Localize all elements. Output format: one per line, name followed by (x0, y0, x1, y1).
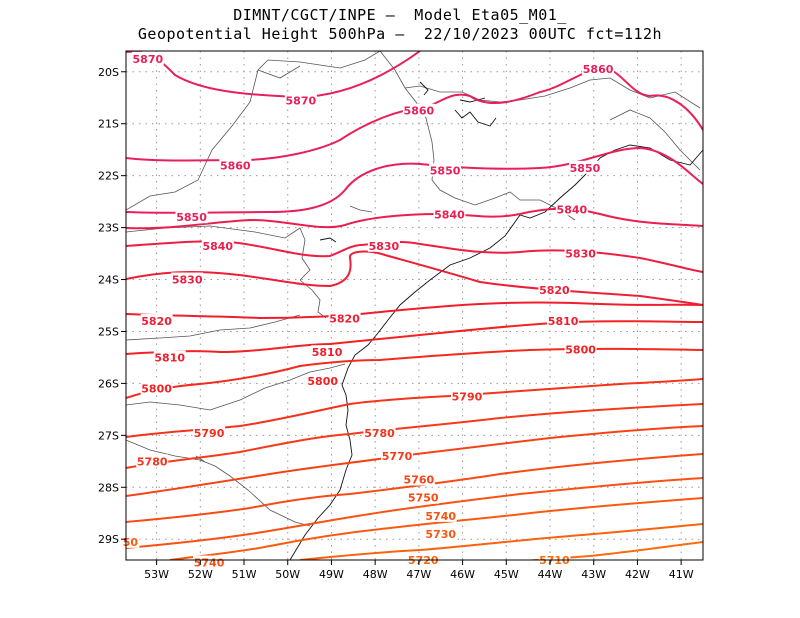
contour-label-bg (407, 490, 440, 504)
contour-label: 5800 (307, 375, 338, 388)
contour-label: 5750 (408, 492, 439, 505)
contour-label-bg (402, 472, 435, 486)
contour-label-bg (367, 238, 400, 252)
contour-label: 5850 (176, 211, 207, 224)
contour-label-bg (284, 93, 317, 107)
lon-tick-label: 46W (450, 568, 475, 581)
contour-label-bg (140, 381, 173, 395)
contour-label-bg (555, 202, 588, 216)
contour-label-bg (450, 389, 483, 403)
contour-label: 5830 (565, 248, 596, 261)
contour-label-bg (306, 373, 339, 387)
lon-tick-label: 52W (188, 568, 213, 581)
contour-label-bg (136, 454, 169, 468)
contour-label: 5870 (133, 53, 164, 66)
lon-tick-label: 50W (275, 568, 300, 581)
contour-label: 5860 (220, 159, 251, 172)
contour-label: 5840 (557, 203, 588, 216)
contour-label-bg (564, 246, 597, 260)
contour-label: 5790 (194, 427, 225, 440)
map-title-line-2: Geopotential Height 500hPa – 22/10/2023 … (137, 25, 663, 43)
contour-label: 5810 (548, 315, 579, 328)
contour-label: 5790 (452, 390, 483, 403)
geopotential-contours (126, 51, 703, 560)
contour-label-bg (538, 282, 571, 296)
contour-label-bg (193, 555, 226, 569)
contour-label: 5850 (430, 164, 461, 177)
contour-label: 5840 (202, 240, 233, 253)
contour-label-bg (175, 210, 208, 224)
political-borders (126, 51, 701, 527)
lon-tick-label: 41W (669, 568, 694, 581)
contour-label: 5810 (312, 346, 343, 359)
contour-label: 5800 (565, 344, 596, 357)
contour-label-bg (363, 425, 396, 439)
lat-tick-label: 26S (98, 377, 119, 390)
contour-label-bg (424, 508, 457, 522)
contour-label-bg (564, 342, 597, 356)
contour-label: 5820 (141, 315, 172, 328)
contour-label: 5740 (425, 510, 456, 523)
map-frame (125, 50, 704, 561)
contour-labels: 5870 5870 5860 5860 5860 5850 5850 5850 5840 5840… (121, 51, 615, 570)
contour-label: 5830 (369, 240, 400, 253)
contour-label: 5830 (172, 274, 203, 287)
contour-label-bg (433, 207, 466, 221)
lat-tick-label: 29S (98, 533, 119, 546)
contour-label: 5840 (434, 209, 465, 222)
contour-label: 5860 (583, 63, 614, 76)
contour-label: 5760 (404, 473, 435, 486)
contour-label-bg (582, 62, 615, 76)
contour-label: 5870 (286, 94, 317, 107)
contour-label-bg (424, 527, 457, 541)
contour-label-bg (547, 314, 580, 328)
contour-label: 5850 (570, 162, 601, 175)
contour-label-bg (402, 103, 435, 117)
contour-label-bg (311, 345, 344, 359)
contour-label: 5780 (364, 427, 395, 440)
contour-label-bg (193, 425, 226, 439)
contour-label: 5770 (382, 450, 413, 463)
lat-tick-label: 23S (98, 222, 119, 235)
lon-tick-label: 43W (581, 568, 606, 581)
contour-label-bg (140, 314, 173, 328)
lon-tick-label: 42W (625, 568, 650, 581)
lat-tick-label: 21S (98, 118, 119, 131)
contour-label: 5820 (539, 284, 570, 297)
lat-tick-label: 24S (98, 274, 119, 287)
lon-tick-label: 48W (363, 568, 388, 581)
lat-tick-label: 28S (98, 481, 119, 494)
lon-tick-label: 51W (232, 568, 257, 581)
lon-tick-label: 53W (144, 568, 169, 581)
contour-label: 5780 (137, 455, 168, 468)
contour-label: 5800 (141, 383, 172, 396)
lat-tick-label: 20S (98, 66, 119, 79)
lon-tick-label: 49W (319, 568, 344, 581)
contour-label-bg (381, 449, 414, 463)
contour-label-bg (568, 160, 601, 174)
lon-tick-label: 45W (494, 568, 519, 581)
contour-label-bg (219, 158, 252, 172)
contour-label-bg (328, 311, 361, 325)
contour-label-bg (429, 163, 462, 177)
lon-tick-label: 47W (406, 568, 431, 581)
contour-label: 5810 (154, 351, 185, 364)
lat-tick-label: 27S (98, 429, 119, 442)
lon-tick-label: 44W (538, 568, 563, 581)
contour-label-bg (171, 272, 204, 286)
contour-label-bg (201, 238, 234, 252)
contour-label: 5820 (329, 312, 360, 325)
contour-label: 5860 (404, 105, 435, 118)
contour-label: 50 (123, 536, 139, 549)
map-title-line-1: DIMNT/CGCT/INPE – Model Eta05_M01_ (233, 6, 567, 24)
axis-ticks: 20S 21S 22S 23S 24S 25S 26S 27S 28S 29S 53W 52W 51W 5… (98, 66, 694, 581)
contour-label-bg (131, 51, 164, 65)
contour-label-bg (153, 350, 186, 364)
lat-tick-label: 25S (98, 325, 119, 338)
lat-tick-label: 22S (98, 170, 119, 183)
contour-label: 5730 (425, 528, 456, 541)
